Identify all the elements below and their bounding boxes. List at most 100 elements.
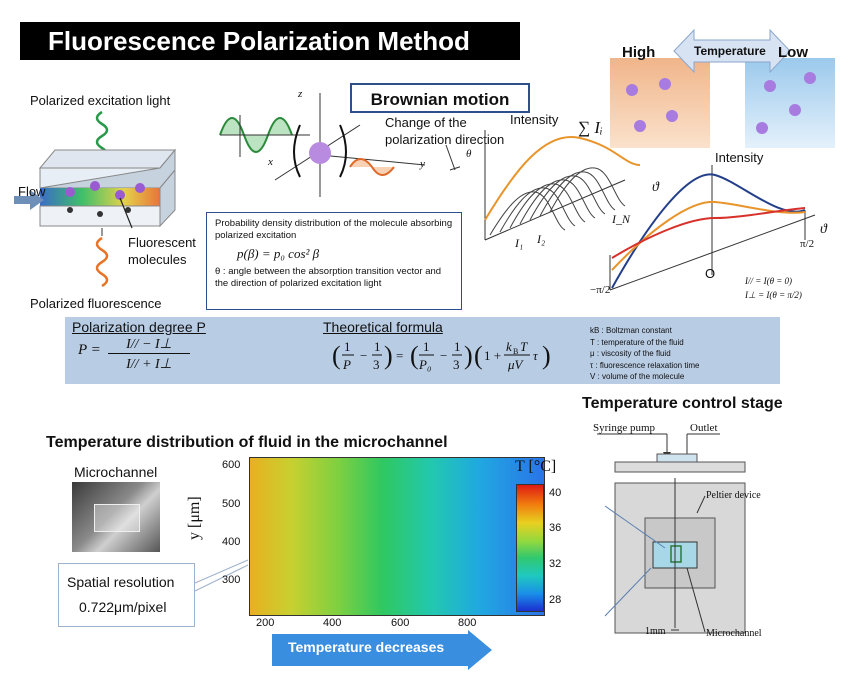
intensity-curves-2d [609, 165, 816, 291]
legend-item: kB : Boltzman constant [590, 326, 672, 335]
spatial-resolution-callout: Spatial resolution 0.722μm/pixel [58, 563, 195, 627]
svg-text:): ) [542, 341, 551, 370]
xtick-400: 400 [323, 617, 342, 629]
excitation-label: Polarized excitation light [30, 93, 171, 108]
theta-3d-label: ϑ [652, 180, 659, 195]
svg-text:1 +: 1 + [484, 348, 501, 363]
polarization-lhs: P = [78, 342, 101, 358]
polarization-numerator: I// − I⊥ [108, 336, 190, 354]
in-label: I_N [612, 212, 630, 226]
page-title: Fluorescence Polarization Method [20, 22, 520, 60]
ytick-400: 400 [222, 536, 241, 548]
intensity-3d-ylabel: Intensity [510, 112, 559, 127]
variable-legend: kB : Boltzman constant T : temperature o… [590, 325, 699, 383]
outlet-label: Outlet [690, 422, 718, 434]
svg-text:3: 3 [373, 357, 380, 372]
svg-text:τ: τ [533, 348, 539, 363]
xtick-200: 200 [256, 617, 275, 629]
molecule-dots [626, 72, 816, 134]
probability-formula: p(β) = p₀ cos² β [237, 246, 320, 261]
theoretical-formula-title: Theoretical formula [323, 319, 443, 335]
microchannel-photo-label: Microchannel [74, 464, 158, 480]
svg-text:k: k [506, 339, 512, 354]
fluorescent-molecules-label: Fluorescent molecules [128, 235, 196, 267]
colorbar-tick-32: 32 [549, 558, 562, 570]
brownian-motion-title: Brownian motion [350, 83, 530, 113]
low-label: Low [778, 44, 808, 61]
i-perpendicular-definition: I⊥ = I(θ = π/2) [745, 290, 802, 300]
axis-x-label: x [268, 156, 273, 168]
svg-text:1: 1 [454, 339, 461, 354]
svg-text:3: 3 [453, 357, 460, 372]
stage-diagram [597, 433, 746, 634]
colorbar-tick-36: 36 [549, 522, 562, 534]
svg-text:−: − [440, 348, 447, 363]
axis-y-label: y [420, 158, 425, 170]
callout-pointer [194, 559, 249, 592]
fluorescence-label: Polarized fluorescence [30, 296, 162, 311]
svg-text:1: 1 [374, 339, 381, 354]
svg-text:(: ( [410, 341, 419, 370]
colorbar-tick-40: 40 [549, 487, 562, 499]
svg-text:P: P [342, 357, 351, 372]
temperature-label: Temperature [694, 44, 766, 58]
axis-z-label: z [298, 88, 303, 100]
microchannel-photo [72, 482, 160, 552]
svg-text:): ) [464, 341, 473, 370]
pi-over-2-label: π/2 [800, 238, 815, 250]
distribution-title: Temperature distribution of fluid in the… [46, 434, 448, 451]
stage-title: Temperature control stage [582, 395, 783, 412]
temperature-decreases-arrow [272, 630, 492, 670]
ytick-600: 600 [222, 459, 241, 471]
polarization-denominator: I// + I⊥ [126, 357, 172, 372]
colorbar [516, 484, 544, 612]
xtick-600: 600 [391, 617, 410, 629]
svg-text:P₀: P₀ [418, 357, 431, 372]
intensity-curves-3d [484, 130, 641, 241]
svg-text:1: 1 [344, 339, 351, 354]
theta-label: θ [466, 148, 472, 160]
high-temperature-panel [610, 58, 710, 148]
temperature-arrow [673, 28, 791, 74]
theta-definition: θ : angle between the absorption transit… [215, 266, 442, 289]
y-axis-label: y [μm] [186, 496, 203, 540]
sum-intensity-label: ∑ Iᵢ [578, 118, 603, 137]
probability-description: Probability density distribution of the … [215, 218, 453, 241]
peltier-label: Peltier device [706, 490, 761, 501]
svg-text:T: T [520, 339, 528, 354]
flow-cell-illustration [14, 110, 177, 288]
legend-item: τ : fluorescence relaxation time [590, 360, 700, 370]
syringe-pump-label: Syringe pump [593, 422, 656, 434]
temperature-heatmap [249, 457, 545, 616]
svg-text:=: = [396, 348, 403, 363]
i2-label: I₂ [537, 232, 546, 246]
legend-item: V : volume of the molecule [590, 372, 685, 381]
scale-label: 1mm [645, 626, 666, 637]
intensity-2d-ylabel: Intensity [715, 150, 764, 165]
svg-text:μV: μV [507, 357, 525, 372]
svg-text:1: 1 [423, 339, 430, 354]
flow-label: Flow [18, 184, 46, 199]
svg-text:(: ( [474, 341, 483, 370]
formula-band [65, 317, 780, 384]
svg-text:): ) [384, 341, 393, 370]
resolution-line2: 0.722μm/pixel [79, 599, 167, 615]
polarization-change-label: Change of the polarization direction [385, 115, 505, 147]
svg-text:(: ( [332, 341, 341, 370]
ytick-500: 500 [222, 498, 241, 510]
theta-2d-label: ϑ [820, 222, 827, 237]
high-label: High [622, 44, 656, 61]
polarization-degree-title: Polarization degree P [72, 319, 206, 335]
colorbar-title: T [°C] [515, 458, 557, 475]
colorbar-tick-28: 28 [549, 594, 562, 606]
ytick-300: 300 [222, 574, 241, 586]
xtick-800: 800 [458, 617, 477, 629]
i1-label: I₁ [515, 236, 524, 250]
legend-item: μ : viscosity of the fluid [590, 349, 671, 358]
stage-microchannel-label: Microchannel [706, 628, 762, 639]
resolution-line1: Spatial resolution [67, 574, 175, 590]
temperature-decreases-label: Temperature decreases [288, 639, 445, 655]
legend-item: T : temperature of the fluid [590, 337, 684, 347]
brownian-axes-illustration [219, 93, 460, 197]
